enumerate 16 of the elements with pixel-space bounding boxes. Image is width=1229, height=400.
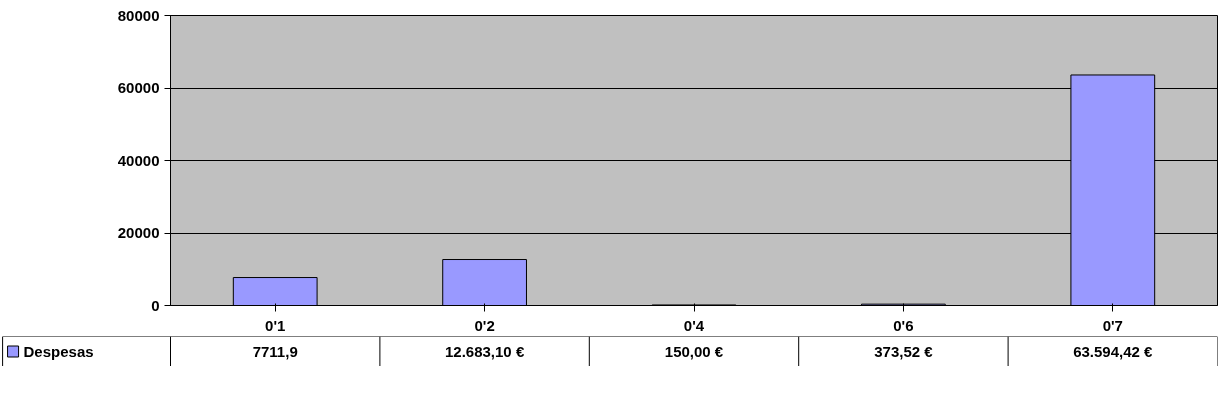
legend-label: Despesas [23, 343, 94, 360]
data-label: 63.594,42 € [1073, 343, 1154, 360]
y-tick-label: 0 [151, 296, 160, 314]
x-tick-label: 0'7 [1102, 316, 1123, 334]
y-tick-label: 20000 [117, 224, 160, 241]
data-label: 373,52 € [874, 343, 934, 360]
data-label: 7711,9 [252, 342, 298, 360]
data-label: 12.683,10 € [444, 343, 525, 360]
y-tick-label: 80000 [117, 6, 160, 24]
x-tick-label: 0'4 [683, 316, 705, 334]
y-tick-label: 60000 [117, 79, 160, 96]
x-tick-label: 0'2 [474, 316, 495, 334]
x-tick-label: 0'1 [265, 316, 286, 334]
x-tick-label: 0'6 [893, 316, 914, 334]
data-label: 150,00 € [664, 343, 724, 360]
y-tick-label: 40000 [117, 151, 160, 169]
